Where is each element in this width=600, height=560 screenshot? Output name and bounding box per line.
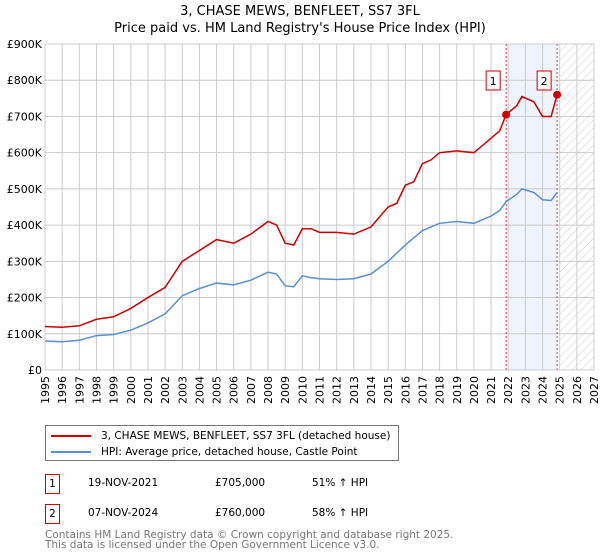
x-tick-label: 2017 (416, 376, 429, 404)
chart-title: 3, CHASE MEWS, BENFLEET, SS7 3FL Price pa… (0, 3, 600, 37)
x-tick-label: 1997 (73, 376, 86, 404)
series-line (44, 188, 558, 343)
x-tick-label: 2020 (468, 376, 481, 404)
x-tick-label: 2001 (142, 376, 155, 404)
sale-point (502, 110, 511, 119)
x-tick-label: 2016 (399, 376, 412, 404)
legend: 3, CHASE MEWS, BENFLEET, SS7 3FL (detach… (45, 425, 399, 461)
legend-item-property: 3, CHASE MEWS, BENFLEET, SS7 3FL (detach… (51, 428, 390, 443)
x-tick-label: 1996 (56, 376, 69, 404)
highlight-band (506, 44, 558, 370)
y-tick-label: £0 (28, 364, 42, 377)
x-tick-label: 1995 (39, 376, 52, 404)
x-tick-label: 2000 (125, 376, 138, 404)
footer-line: This data is licensed under the Open Gov… (45, 539, 380, 551)
marker-badge: 1 (45, 474, 60, 494)
legend-label: 3, CHASE MEWS, BENFLEET, SS7 3FL (detach… (101, 429, 391, 442)
sale-price: £705,000 (215, 477, 266, 489)
sale-date: 07-NOV-2024 (88, 507, 159, 519)
plot-border (44, 43, 595, 371)
y-tick-label: £600K (7, 147, 43, 160)
y-tick-label: £800K (7, 74, 43, 87)
marker-label: 1 (490, 75, 497, 88)
sale-point (553, 90, 562, 99)
x-tick-label: 2014 (365, 376, 378, 404)
x-tick-label: 2006 (228, 376, 241, 404)
x-tick-label: 1999 (108, 376, 121, 404)
marker-badge: 2 (45, 504, 60, 524)
x-tick-label: 2002 (159, 376, 172, 404)
x-tick-label: 2027 (588, 376, 600, 404)
x-tick-label: 2024 (537, 376, 550, 404)
x-tick-label: 2011 (314, 376, 327, 404)
sale-hpi: 58% ↑ HPI (312, 507, 369, 519)
x-tick-label: 2005 (211, 376, 224, 404)
footer-line: Contains HM Land Registry data © Crown c… (45, 529, 454, 541)
plot-area: 1995 1996 1997 1998 1999 2000 2001 2002 2003 2004… (7, 38, 600, 404)
sale-date: 19-NOV-2021 (88, 477, 159, 489)
x-tick-label: 2018 (434, 376, 447, 404)
x-tick-label: 2026 (571, 376, 584, 404)
x-tick-label: 2021 (485, 376, 498, 404)
y-tick-label: £400K (7, 219, 43, 232)
x-tick-label: 2009 (279, 376, 292, 404)
title-line: 3, CHASE MEWS, BENFLEET, SS7 3FL (180, 4, 420, 19)
x-tick-label: 2012 (331, 376, 344, 404)
x-tick-label: 2013 (348, 376, 361, 404)
x-tick-label: 2022 (502, 376, 515, 404)
y-tick-label: £900K (7, 38, 43, 51)
marker-box (536, 70, 552, 91)
legend-label: HPI: Average price, detached house, Cast… (101, 445, 358, 458)
legend-item-hpi: HPI: Average price, detached house, Cast… (51, 444, 358, 459)
marker-label: 2 (541, 75, 548, 88)
x-tick-label: 2004 (193, 376, 206, 404)
x-tick-label: 2008 (262, 376, 275, 404)
sale-price: £760,000 (215, 507, 266, 519)
marker-box (485, 70, 501, 91)
x-tick-label: 2010 (296, 376, 309, 404)
y-tick-label: £300K (7, 255, 43, 268)
y-tick-label: £100K (7, 328, 43, 341)
x-tick-label: 2019 (451, 376, 464, 404)
sale-hpi: 51% ↑ HPI (312, 477, 369, 489)
y-tick-label: £200K (7, 292, 43, 305)
x-tick-label: 2025 (554, 376, 567, 404)
series-line (44, 94, 558, 329)
subtitle-line: Price paid vs. HM Land Registry's House … (114, 21, 486, 36)
footer: Contains HM Land Registry data © Crown c… (45, 529, 454, 551)
y-tick-label: £500K (7, 183, 43, 196)
legend-swatch (51, 434, 91, 437)
x-tick-label: 1998 (90, 376, 103, 404)
x-tick-label: 2003 (176, 376, 189, 404)
x-tick-label: 2007 (245, 376, 258, 404)
x-tick-label: 2015 (382, 376, 395, 404)
y-tick-label: £700K (7, 110, 43, 123)
x-tick-label: 2023 (519, 376, 532, 404)
legend-swatch (51, 450, 91, 453)
